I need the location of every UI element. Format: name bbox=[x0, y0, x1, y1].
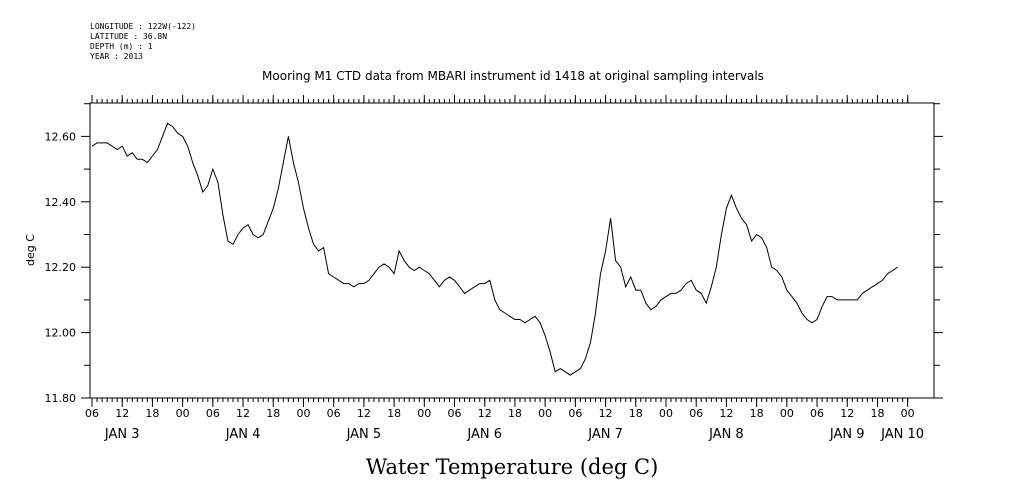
header-year: YEAR : 2013 bbox=[90, 52, 143, 61]
x-hour-label: 06 bbox=[689, 407, 703, 420]
x-hour-label: 00 bbox=[780, 407, 794, 420]
water-temperature-line bbox=[91, 122, 898, 376]
x-axis-label: Water Temperature (deg C) bbox=[366, 455, 659, 479]
x-hour-label: 00 bbox=[538, 407, 552, 420]
x-hour-label: 12 bbox=[840, 407, 854, 420]
x-day-label: JAN 10 bbox=[880, 427, 924, 442]
x-day-label: JAN 6 bbox=[466, 427, 502, 442]
plot-frame bbox=[89, 102, 935, 399]
x-day-label: JAN 4 bbox=[225, 427, 261, 442]
day-labels: JAN 3 JAN 4 JAN 5 JAN 6 JAN 7 JAN 8 JAN 9 JAN 1… bbox=[104, 427, 924, 442]
x-axis: 06 12 18 00 06 12 18 00 06 12 18 00 06 12 18 00 06 12 18 00… bbox=[85, 95, 915, 420]
header-longitude: LONGITUDE : 122W(-122) bbox=[90, 22, 196, 31]
x-day-label: JAN 8 bbox=[708, 427, 744, 442]
header-depth: DEPTH (m) : 1 bbox=[90, 42, 153, 51]
x-hour-label: 18 bbox=[266, 407, 280, 420]
y-tick-label: 12.40 bbox=[45, 196, 77, 209]
x-hour-label: 06 bbox=[448, 407, 462, 420]
x-hour-label: 12 bbox=[236, 407, 250, 420]
x-hour-label: 06 bbox=[206, 407, 220, 420]
x-hour-label: 12 bbox=[478, 407, 492, 420]
x-hour-label: 00 bbox=[901, 407, 915, 420]
x-hour-label: 12 bbox=[115, 407, 129, 420]
x-hour-label: 18 bbox=[387, 407, 401, 420]
x-hour-label: 06 bbox=[85, 407, 99, 420]
y-tick-label: 12.00 bbox=[45, 327, 77, 340]
y-tick-label: 12.20 bbox=[45, 261, 77, 274]
x-hour-label: 12 bbox=[599, 407, 613, 420]
x-hour-label: 18 bbox=[145, 407, 159, 420]
x-hour-label: 06 bbox=[327, 407, 341, 420]
x-hour-label: 00 bbox=[417, 407, 431, 420]
x-hour-label: 06 bbox=[568, 407, 582, 420]
x-minor-ticks bbox=[91, 99, 909, 402]
y-axis: 12.60 12.40 12.20 12.00 11.80 bbox=[45, 103, 943, 405]
y-tick-label: 11.80 bbox=[45, 392, 77, 405]
x-day-label: JAN 7 bbox=[587, 427, 623, 442]
x-hour-label: 00 bbox=[296, 407, 310, 420]
x-hour-label: 00 bbox=[176, 407, 190, 420]
x-hour-label: 00 bbox=[659, 407, 673, 420]
chart-title: Mooring M1 CTD data from MBARI instrumen… bbox=[262, 69, 764, 83]
x-day-label: JAN 9 bbox=[829, 427, 865, 442]
x-day-label: JAN 3 bbox=[104, 427, 140, 442]
x-hour-label: 18 bbox=[870, 407, 884, 420]
x-hour-label: 12 bbox=[357, 407, 371, 420]
x-hour-label: 06 bbox=[810, 407, 824, 420]
x-hour-label: 18 bbox=[508, 407, 522, 420]
y-tick-label: 12.60 bbox=[45, 130, 77, 143]
x-hour-label: 18 bbox=[629, 407, 643, 420]
y-axis-label: deg C bbox=[24, 234, 37, 266]
x-hour-label: 12 bbox=[719, 407, 733, 420]
header-latitude: LATITUDE : 36.8N bbox=[90, 32, 167, 41]
x-day-label: JAN 5 bbox=[346, 427, 382, 442]
x-hour-label: 18 bbox=[750, 407, 764, 420]
